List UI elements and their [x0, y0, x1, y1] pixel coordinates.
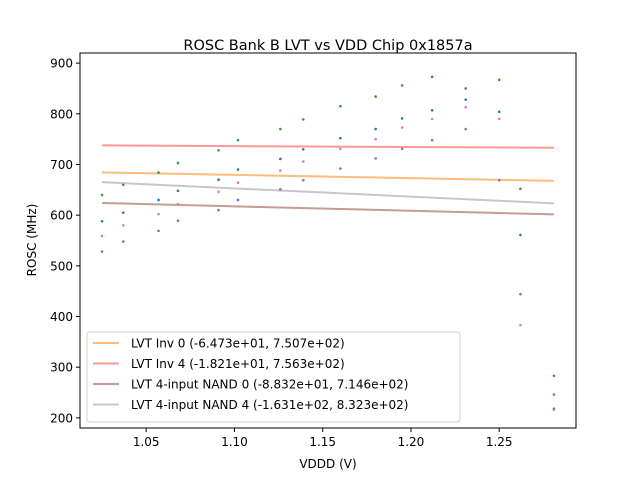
point-green-1 — [121, 183, 125, 187]
point-purple-13 — [497, 178, 501, 182]
axes-frame — [79, 52, 577, 429]
y-tick-label: 200 — [50, 411, 73, 425]
point-purple-7 — [301, 178, 305, 182]
point-green-13 — [497, 78, 501, 82]
point-pink-7 — [301, 160, 305, 163]
point-green-8 — [339, 104, 342, 108]
point-green-0 — [100, 193, 104, 197]
x-axis: 1.05 1.10 1.15 1.20 1.25 — [133, 428, 513, 449]
point-purple-1 — [121, 240, 125, 243]
point-pink-3 — [176, 202, 180, 206]
point-purple-14 — [519, 292, 522, 296]
y-axis-label: ROSC (MHz) — [25, 204, 39, 277]
point-green-15 — [552, 374, 556, 378]
x-tick-label: 1.10 — [221, 435, 248, 449]
point-purple-9 — [374, 157, 377, 160]
point-green-5 — [236, 138, 240, 142]
point-blue-0 — [100, 219, 104, 223]
x-tick-label: 1.15 — [309, 435, 336, 449]
point-pink-5 — [236, 181, 240, 185]
point-blue-5 — [236, 168, 240, 171]
point-blue-3 — [176, 189, 180, 193]
point-blue-14 — [519, 233, 522, 237]
point-purple-8 — [339, 167, 342, 170]
legend-label-3: LVT 4-input NAND 4 (-1.631e+02, 8.323e+0… — [131, 398, 408, 412]
x-tick-label: 1.20 — [398, 435, 425, 449]
point-blue-12 — [464, 98, 467, 101]
x-tick-label: 1.25 — [486, 435, 513, 449]
legend-label-1: LVT Inv 4 (-1.821e+01, 7.563e+02) — [131, 357, 345, 371]
fit-line-3 — [102, 181, 554, 205]
point-pink-10 — [400, 126, 404, 129]
point-purple-10 — [400, 147, 404, 151]
point-green-6 — [279, 127, 282, 131]
point-pink-14 — [519, 323, 522, 327]
point-pink-11 — [430, 117, 434, 121]
point-purple-4 — [217, 208, 220, 212]
point-pink-0 — [100, 234, 104, 238]
point-purple-6 — [279, 188, 282, 191]
y-tick-label: 500 — [50, 259, 73, 273]
point-blue-10 — [400, 117, 404, 120]
point-pink-13 — [497, 117, 501, 121]
point-green-12 — [464, 87, 467, 90]
point-purple-5 — [236, 198, 240, 202]
point-green-4 — [217, 148, 220, 152]
x-tick-label: 1.05 — [133, 435, 160, 449]
point-green-10 — [400, 84, 404, 87]
point-pink-12 — [464, 105, 467, 109]
point-blue-6 — [279, 157, 282, 161]
point-purple-12 — [464, 127, 467, 131]
point-green-2 — [157, 171, 160, 174]
y-axis: 200 300 400 500 600 700 800 900 — [50, 57, 80, 425]
y-tick-label: 400 — [50, 310, 73, 324]
point-pink-4 — [217, 190, 220, 194]
point-green-9 — [374, 95, 377, 98]
point-pink-2 — [157, 212, 160, 216]
legend: LVT Inv 0 (-6.473e+01, 7.507e+02) LVT Inv… — [86, 331, 461, 423]
point-green-14 — [519, 187, 522, 191]
x-axis-label: VDDD (V) — [299, 457, 356, 471]
y-tick-label: 700 — [50, 158, 73, 172]
point-green-3 — [176, 161, 180, 165]
point-pink-15 — [552, 408, 556, 412]
legend-label-2: LVT 4-input NAND 0 (-8.832e+01, 7.146e+0… — [131, 378, 408, 392]
point-blue-11 — [430, 108, 434, 112]
fit-line-0 — [102, 171, 554, 182]
point-purple-2 — [157, 229, 160, 233]
y-tick-label: 300 — [50, 361, 73, 375]
point-green-7 — [301, 118, 305, 121]
point-purple-15 — [552, 393, 556, 396]
plot-area — [100, 75, 556, 412]
point-blue-7 — [301, 147, 305, 151]
point-purple-11 — [430, 138, 434, 142]
point-blue-1 — [121, 211, 125, 214]
point-blue-9 — [374, 127, 377, 131]
point-blue-2 — [157, 198, 160, 202]
chart-title: ROSC Bank B LVT vs VDD Chip 0x1857a — [183, 38, 472, 54]
point-blue-8 — [339, 136, 342, 140]
point-blue-4 — [217, 178, 220, 181]
point-blue-13 — [497, 110, 501, 114]
y-tick-label: 800 — [50, 107, 73, 121]
point-purple-0 — [100, 250, 104, 253]
fit-line-1 — [102, 144, 554, 149]
point-pink-8 — [339, 147, 342, 151]
point-pink-6 — [279, 169, 282, 172]
legend-label-0: LVT Inv 0 (-6.473e+01, 7.507e+02) — [131, 337, 345, 351]
y-tick-label: 900 — [50, 57, 73, 71]
point-purple-3 — [176, 219, 180, 223]
y-tick-label: 600 — [50, 209, 73, 223]
point-pink-1 — [121, 223, 125, 227]
point-green-11 — [430, 75, 434, 79]
legend-box — [86, 331, 461, 423]
point-pink-9 — [374, 137, 377, 141]
